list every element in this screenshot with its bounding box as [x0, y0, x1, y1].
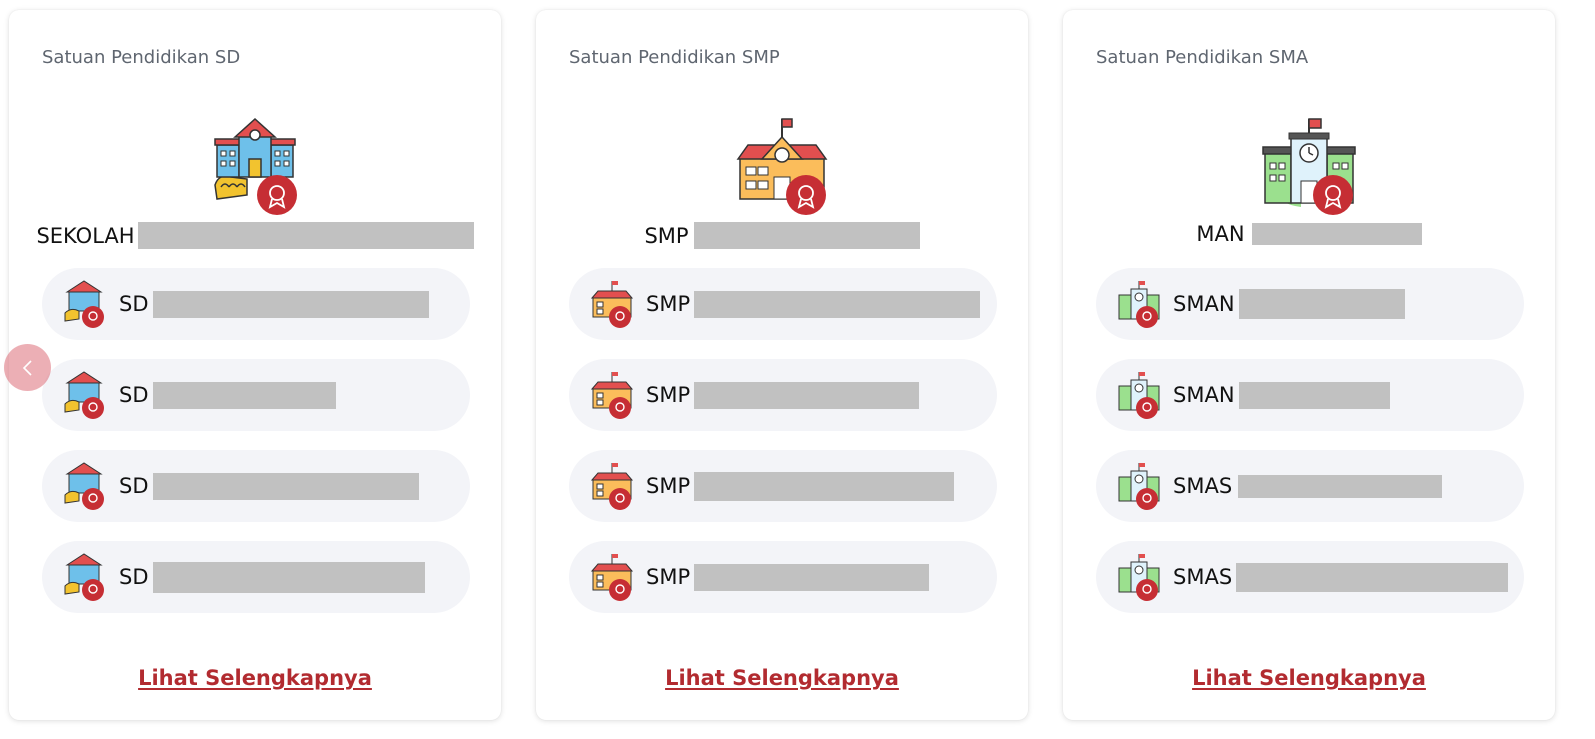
school-prefix: SD	[119, 474, 149, 498]
featured-school[interactable]: MAN	[1063, 222, 1555, 246]
redacted-name	[694, 381, 920, 409]
school-building-sd-icon	[63, 461, 107, 511]
list-item[interactable]: SD	[42, 541, 470, 613]
see-more: Lihat Selengkapnya	[9, 666, 501, 690]
see-more-link[interactable]: Lihat Selengkapnya	[138, 666, 372, 690]
see-more: Lihat Selengkapnya	[1063, 666, 1555, 690]
school-building-sma-icon	[1117, 370, 1161, 420]
school-building-sma-icon	[1117, 279, 1161, 329]
list-item[interactable]: SD	[42, 359, 470, 431]
school-building-sd-icon	[207, 115, 303, 215]
list-item[interactable]: SD	[42, 450, 470, 522]
school-list: SD SD SD SD	[42, 268, 470, 632]
list-item[interactable]: SMAS	[1096, 541, 1524, 613]
school-prefix: SMAN	[1173, 292, 1235, 316]
school-prefix: SMP	[646, 292, 691, 316]
school-building-smp-icon	[590, 461, 634, 511]
list-item[interactable]: SMP	[569, 359, 997, 431]
card-title: Satuan Pendidikan SD	[42, 47, 241, 68]
see-more-link[interactable]: Lihat Selengkapnya	[665, 666, 899, 690]
list-item[interactable]: SMAN	[1096, 359, 1524, 431]
school-prefix: SMAS	[1173, 474, 1233, 498]
chevron-left-icon	[22, 359, 32, 376]
school-prefix: SMP	[646, 565, 691, 589]
redacted-name	[137, 222, 474, 249]
see-more-link[interactable]: Lihat Selengkapnya	[1192, 666, 1426, 690]
featured-school-prefix: SMP	[644, 223, 689, 248]
school-building-smp-icon	[590, 370, 634, 420]
redacted-name	[152, 561, 425, 593]
card-smp: Satuan Pendidikan SMP SMP SMP	[536, 10, 1028, 720]
featured-school[interactable]: SEKOLAH	[9, 222, 501, 249]
redacted-name	[694, 563, 930, 591]
school-prefix: SMP	[646, 383, 691, 407]
school-building-sd-icon	[63, 370, 107, 420]
list-item[interactable]: SMP	[569, 450, 997, 522]
see-more: Lihat Selengkapnya	[536, 666, 1028, 690]
school-building-sma-icon	[1117, 461, 1161, 511]
featured-school[interactable]: SMP	[536, 222, 1028, 249]
redacted-name	[1238, 289, 1405, 319]
list-item[interactable]: SMAN	[1096, 268, 1524, 340]
carousel-prev-button[interactable]	[4, 344, 51, 391]
redacted-name	[1236, 562, 1509, 592]
featured-school-prefix: SEKOLAH	[36, 223, 135, 248]
school-prefix: SD	[119, 292, 149, 316]
redacted-name	[152, 381, 336, 409]
school-building-smp-icon	[590, 279, 634, 329]
redacted-name	[1238, 381, 1390, 409]
school-list: SMAN SMAN SMAS SMAS	[1096, 268, 1524, 632]
card-title: Satuan Pendidikan SMA	[1096, 47, 1309, 68]
redacted-name	[1251, 223, 1422, 245]
school-building-sma-icon	[1261, 115, 1357, 215]
card-sd: Satuan Pendidikan SD SEKOLAH	[9, 10, 501, 720]
list-item[interactable]: SD	[42, 268, 470, 340]
school-building-sd-icon	[63, 279, 107, 329]
redacted-name	[694, 290, 981, 318]
card-sma: Satuan Pendidikan SMA MAN	[1063, 10, 1555, 720]
featured-school-prefix: MAN	[1196, 222, 1245, 246]
redacted-name	[152, 290, 429, 318]
school-building-smp-icon	[590, 552, 634, 602]
school-list: SMP SMP SMP SMP	[569, 268, 997, 632]
school-building-sd-icon	[63, 552, 107, 602]
card-title: Satuan Pendidikan SMP	[569, 47, 780, 68]
school-building-smp-icon	[734, 115, 830, 215]
redacted-name	[694, 471, 955, 501]
school-prefix: SMAS	[1173, 565, 1233, 589]
list-item[interactable]: SMP	[569, 268, 997, 340]
school-prefix: SD	[119, 565, 149, 589]
list-item[interactable]: SMP	[569, 541, 997, 613]
list-item[interactable]: SMAS	[1096, 450, 1524, 522]
school-prefix: SD	[119, 383, 149, 407]
school-building-sma-icon	[1117, 552, 1161, 602]
redacted-name	[1238, 474, 1443, 498]
redacted-name	[152, 472, 419, 500]
school-prefix: SMP	[646, 474, 691, 498]
school-prefix: SMAN	[1173, 383, 1235, 407]
redacted-name	[693, 222, 920, 249]
